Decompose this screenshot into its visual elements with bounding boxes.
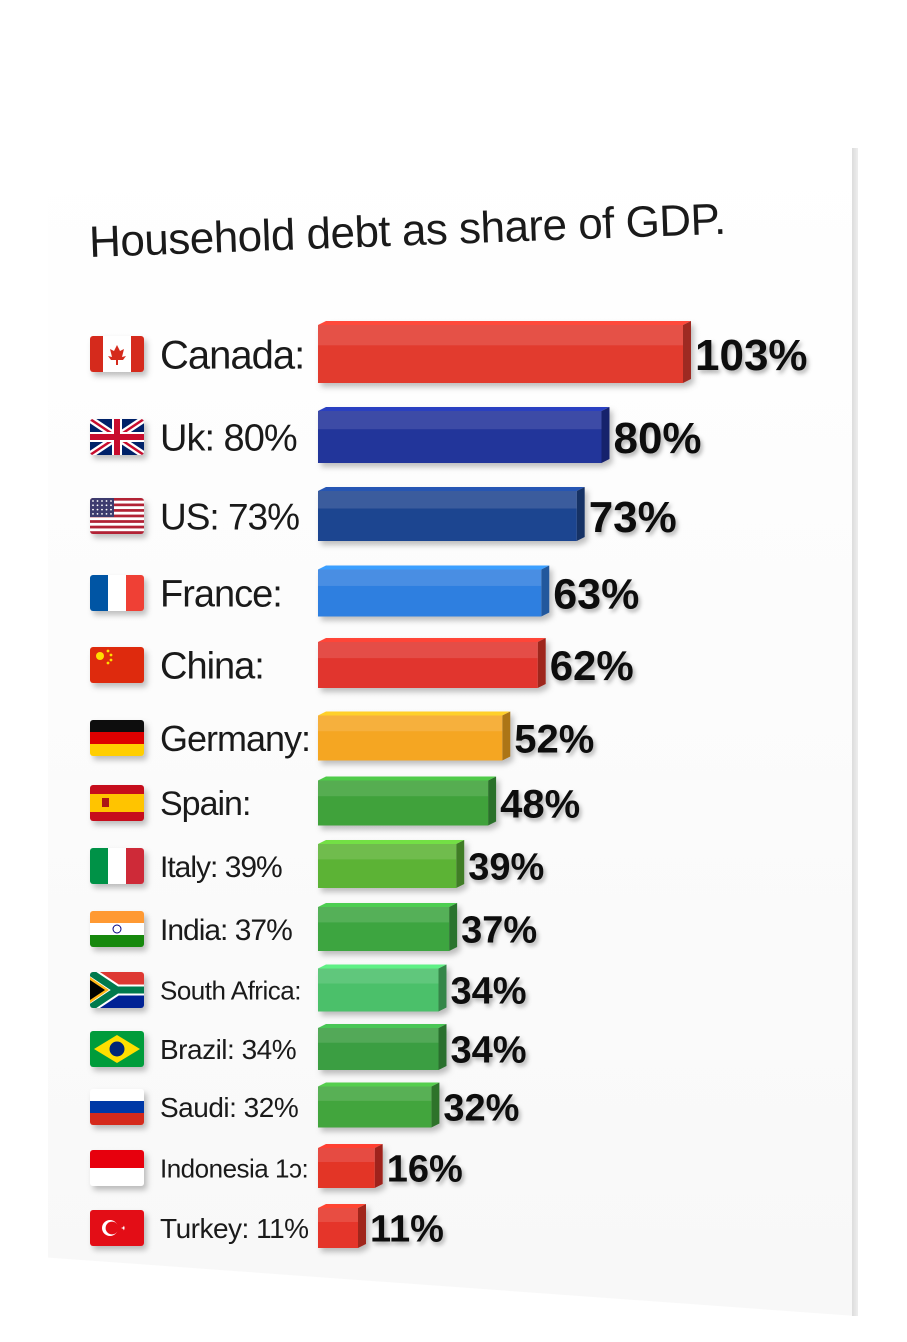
country-label: Turkey: 11% bbox=[160, 1213, 309, 1244]
bar bbox=[318, 776, 497, 826]
bar-row-indonesia: Indonesia 1ɔ: 16% bbox=[90, 1144, 463, 1191]
value-label: 80% bbox=[613, 414, 701, 463]
country-label: Uk: 80% bbox=[160, 418, 297, 460]
bar-row-india: India: 37% 37% bbox=[90, 903, 537, 952]
country-label: Indonesia 1ɔ: bbox=[160, 1153, 308, 1183]
bar bbox=[318, 1204, 366, 1248]
value-label: 73% bbox=[589, 493, 677, 542]
china-flag-icon bbox=[90, 647, 144, 683]
bar-row-brazil: Brazil: 34% 34% bbox=[90, 1024, 527, 1072]
bar-row-germany: Germany: 52% bbox=[90, 711, 594, 761]
france-flag-icon bbox=[90, 575, 144, 611]
south-africa-flag-icon bbox=[90, 972, 144, 1008]
country-label: Italy: 39% bbox=[160, 851, 282, 884]
india-flag-icon bbox=[90, 911, 144, 947]
bar-row-us: US: 73% 73% bbox=[90, 487, 677, 542]
value-label: 34% bbox=[450, 1030, 526, 1072]
bar bbox=[318, 565, 550, 617]
value-label: 62% bbox=[550, 642, 634, 689]
bar bbox=[318, 1144, 383, 1188]
bar bbox=[318, 964, 447, 1012]
board-edge bbox=[852, 148, 858, 1316]
canada-flag-icon bbox=[90, 336, 144, 372]
bar-row-china: China: 62% bbox=[90, 638, 634, 689]
italy-flag-icon bbox=[90, 848, 144, 884]
spain-flag-icon bbox=[90, 785, 144, 821]
bar-row-canada: Canada: 103% bbox=[90, 321, 808, 383]
us-flag-icon bbox=[90, 498, 144, 534]
value-label: 32% bbox=[443, 1088, 519, 1130]
indonesia-flag-icon bbox=[90, 1150, 144, 1186]
uk-flag-icon bbox=[90, 419, 144, 455]
country-label: India: 37% bbox=[160, 914, 292, 947]
bar-row-france: France: 63% bbox=[90, 565, 639, 618]
value-label: 52% bbox=[514, 717, 594, 761]
bar bbox=[318, 1024, 447, 1070]
bar bbox=[318, 903, 458, 951]
country-label: Saudi: 32% bbox=[160, 1092, 298, 1123]
value-label: 34% bbox=[450, 971, 526, 1013]
value-label: 37% bbox=[461, 910, 537, 952]
value-label: 16% bbox=[387, 1149, 463, 1191]
bar-row-uk: Uk: 80% 80% bbox=[90, 407, 702, 463]
country-label: France: bbox=[160, 574, 282, 616]
bar bbox=[318, 840, 465, 888]
bar bbox=[318, 321, 691, 383]
bar-row-turkey: Turkey: 11% 11% bbox=[90, 1204, 444, 1251]
bar-row-saudi: Saudi: 32% 32% bbox=[90, 1082, 519, 1130]
country-label: China: bbox=[160, 646, 264, 688]
value-label: 39% bbox=[468, 847, 544, 889]
bar-row-south-africa: South Africa: 34% bbox=[90, 964, 527, 1013]
bar bbox=[318, 638, 546, 688]
bar bbox=[318, 407, 610, 463]
brazil-flag-icon bbox=[90, 1031, 144, 1067]
country-label: US: 73% bbox=[160, 496, 299, 537]
value-label: 103% bbox=[695, 331, 808, 380]
country-label: Spain: bbox=[160, 785, 250, 823]
bar bbox=[318, 487, 585, 541]
bar-row-italy: Italy: 39% 39% bbox=[90, 840, 544, 889]
bar bbox=[318, 1082, 440, 1128]
turkey-flag-icon bbox=[90, 1210, 144, 1246]
value-label: 63% bbox=[553, 570, 639, 618]
value-label: 11% bbox=[370, 1209, 444, 1251]
country-label: Brazil: 34% bbox=[160, 1034, 296, 1065]
value-label: 48% bbox=[500, 782, 580, 826]
country-label: Canada: bbox=[160, 333, 304, 377]
germany-flag-icon bbox=[90, 720, 144, 756]
russia-flag-icon bbox=[90, 1089, 144, 1125]
country-label: South Africa: bbox=[160, 975, 301, 1005]
bar bbox=[318, 711, 511, 761]
country-label: Germany: bbox=[160, 718, 310, 759]
bar-row-spain: Spain: 48% bbox=[90, 776, 580, 826]
